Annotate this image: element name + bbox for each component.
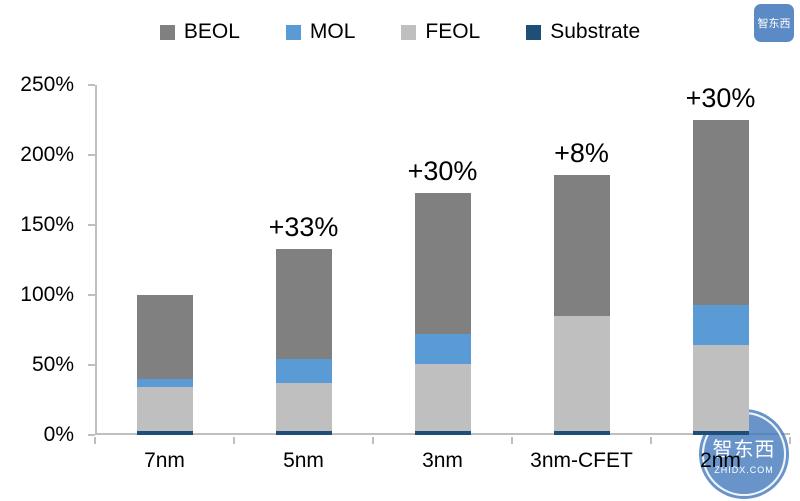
y-axis-tick-label: 0% [43, 423, 74, 446]
legend-label: Substrate [550, 20, 641, 43]
chart-legend: BEOL MOL FEOL Substrate [0, 20, 800, 44]
stacked-bar-3nm [414, 192, 471, 435]
x-axis-label: 5nm [283, 449, 324, 472]
bar-segment-beol [275, 248, 332, 360]
bar-segment-beol [136, 295, 193, 380]
bar-segment-substrate [553, 430, 610, 435]
y-axis-tick-label: 50% [31, 353, 74, 376]
stacked-bar-5nm [275, 248, 332, 435]
bar-segment-feol [136, 387, 193, 431]
y-axis-tick-label: 250% [20, 73, 74, 96]
x-axis-tick-mark [511, 437, 513, 444]
bar-segment-mol [692, 304, 749, 346]
bar-segment-substrate [275, 430, 332, 435]
y-axis-tick-label: 150% [20, 213, 74, 236]
bar-segment-feol [414, 363, 471, 431]
legend-swatch-icon [159, 24, 175, 40]
x-axis-tick-mark [233, 437, 235, 444]
x-axis-tick-mark [372, 437, 374, 444]
x-axis-label: 3nm [422, 449, 463, 472]
x-axis-tick-mark [650, 437, 652, 444]
y-axis-tick-label: 100% [20, 283, 74, 306]
bar-segment-beol [692, 120, 749, 305]
x-axis-label: 3nm-CFET [530, 449, 633, 472]
legend-swatch-icon [401, 24, 417, 40]
y-axis-tick-label: 200% [20, 143, 74, 166]
bar-segment-feol [553, 316, 610, 431]
legend-item-beol: BEOL [159, 20, 240, 44]
bar-segment-feol [692, 345, 749, 431]
bar-segment-mol [275, 359, 332, 384]
legend-item-substrate: Substrate [526, 20, 640, 44]
bar-segment-mol [414, 334, 471, 364]
legend-label: FEOL [425, 20, 481, 43]
bar-annotation: +30% [407, 155, 478, 186]
stacked-bar-7nm [136, 295, 193, 435]
y-axis-tick-mark [88, 154, 95, 156]
bar-segment-beol [414, 192, 471, 335]
bar-annotation: +30% [685, 83, 756, 113]
bar-segment-mol [136, 379, 193, 388]
y-axis-tick-mark [88, 364, 95, 366]
y-axis-tick-mark [88, 84, 95, 86]
x-axis-label: 2nm [700, 449, 741, 472]
legend-swatch-icon [285, 24, 301, 40]
legend-label: MOL [309, 20, 356, 43]
bar-segment-substrate [136, 430, 193, 435]
bar-segment-substrate [692, 430, 749, 435]
bar-annotation: +33% [268, 211, 339, 242]
y-axis-tick-mark [88, 224, 95, 226]
y-axis-tick-mark [88, 294, 95, 296]
bar-segment-substrate [414, 430, 471, 435]
legend-item-mol: MOL [285, 20, 356, 44]
legend-item-feol: FEOL [401, 20, 480, 44]
x-axis-tick-mark [789, 437, 791, 444]
bar-segment-feol [275, 383, 332, 431]
stacked-bar-2nm [692, 120, 749, 435]
stacked-bar-3nm-cfet [553, 174, 610, 435]
y-axis-tick-mark [88, 434, 95, 436]
legend-label: BEOL [183, 20, 240, 43]
x-axis-label: 7nm [144, 449, 185, 472]
x-axis-tick-mark [94, 437, 96, 444]
legend-swatch-icon [526, 24, 542, 40]
bar-segment-beol [553, 174, 610, 317]
bar-annotation: +8% [554, 137, 609, 168]
